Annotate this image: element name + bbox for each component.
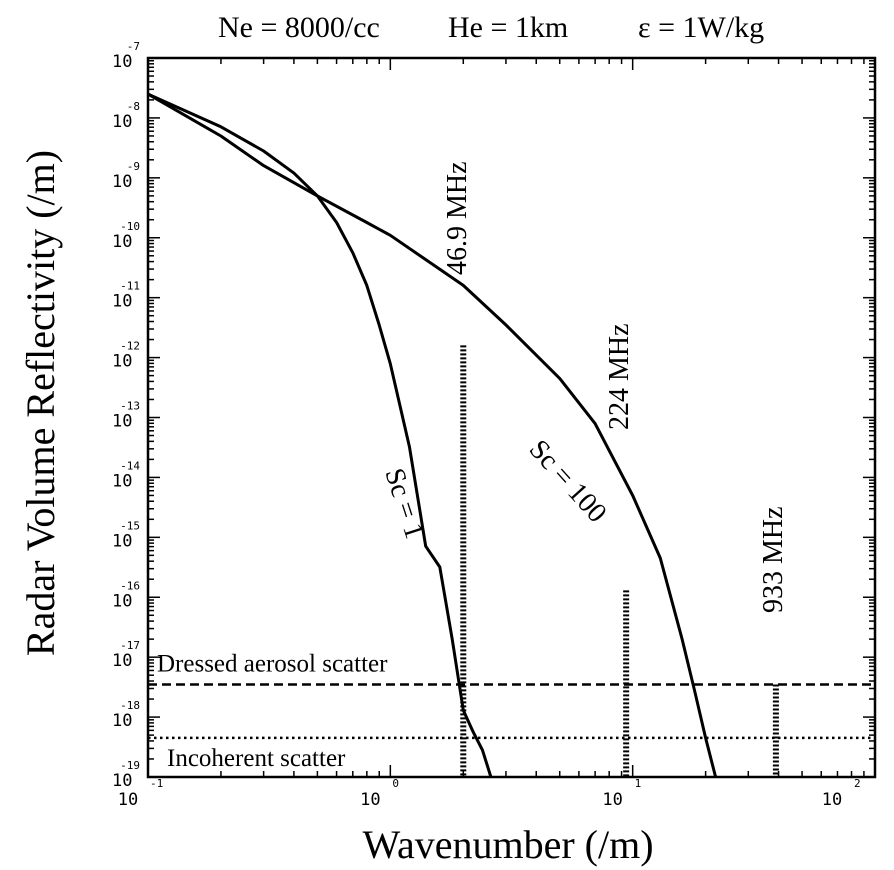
y-tick-exponent: -13 bbox=[120, 400, 140, 413]
y-tick-exponent: -16 bbox=[120, 579, 140, 592]
y-tick-label: 10 bbox=[112, 412, 132, 432]
y-tick-label: 10 bbox=[112, 651, 132, 671]
title-group: Ne = 8000/cc He = 1km ε = 1W/kg bbox=[218, 11, 764, 44]
y-tick-label: 10 bbox=[112, 471, 132, 491]
title-he: He = 1km bbox=[448, 11, 568, 44]
y-tick-label: 10 bbox=[112, 531, 132, 551]
y-tick-exponent: -15 bbox=[120, 519, 140, 532]
y-tick-label: 10 bbox=[112, 591, 132, 611]
y-tick-label: 10 bbox=[112, 771, 132, 791]
curve-sc-1 bbox=[147, 92, 493, 778]
y-tick-exponent: -9 bbox=[127, 160, 140, 173]
y-tick-exponent: -11 bbox=[120, 280, 140, 293]
y-tick-exponent: -14 bbox=[120, 459, 140, 472]
curve-sc-100 bbox=[147, 92, 718, 778]
frequency-marker-label: 224 MHz bbox=[604, 323, 635, 430]
curve-label-sc-100: Sc = 100 bbox=[523, 434, 613, 529]
x-tick-label: 10 bbox=[360, 790, 380, 810]
x-tick-exponent: 2 bbox=[854, 777, 861, 790]
aerosol-scatter-label: Dressed aerosol scatter bbox=[157, 650, 388, 677]
plot-area: 10-710-810-910-1010-1110-1210-1310-1410-… bbox=[112, 40, 877, 810]
y-tick-label: 10 bbox=[112, 112, 132, 132]
y-tick-label: 10 bbox=[112, 52, 132, 72]
frequency-marker-label: 933 MHz bbox=[758, 506, 789, 613]
y-tick-label: 10 bbox=[112, 172, 132, 192]
y-tick-exponent: -18 bbox=[120, 699, 140, 712]
x-tick-exponent: 0 bbox=[392, 777, 399, 790]
y-tick-exponent: -12 bbox=[120, 340, 140, 353]
x-tick-label: 10 bbox=[822, 790, 842, 810]
x-tick-exponent: -1 bbox=[150, 777, 163, 790]
curve-label-sc-1: Sc = 1 bbox=[378, 465, 430, 543]
incoherent-scatter-label: Incoherent scatter bbox=[167, 745, 346, 772]
title-epsilon: ε = 1W/kg bbox=[638, 11, 764, 44]
y-axis-label: Radar Volume Reflectivity (/m) bbox=[18, 150, 63, 656]
x-tick-label: 10 bbox=[118, 790, 138, 810]
y-tick-label: 10 bbox=[112, 711, 132, 731]
frequency-marker-label: 46.9 MHz bbox=[442, 161, 473, 275]
y-tick-exponent: -17 bbox=[120, 639, 140, 652]
y-tick-exponent: -10 bbox=[120, 220, 140, 233]
x-axis-label: Wavenumber (/m) bbox=[362, 822, 653, 867]
y-tick-exponent: -7 bbox=[127, 40, 140, 53]
x-tick-exponent: 1 bbox=[635, 777, 642, 790]
y-tick-exponent: -8 bbox=[127, 100, 140, 113]
y-tick-label: 10 bbox=[112, 292, 132, 312]
y-tick-exponent: -19 bbox=[120, 759, 140, 772]
y-tick-label: 10 bbox=[112, 232, 132, 252]
title-ne: Ne = 8000/cc bbox=[218, 11, 380, 44]
x-tick-label: 10 bbox=[602, 790, 622, 810]
y-tick-label: 10 bbox=[112, 352, 132, 372]
